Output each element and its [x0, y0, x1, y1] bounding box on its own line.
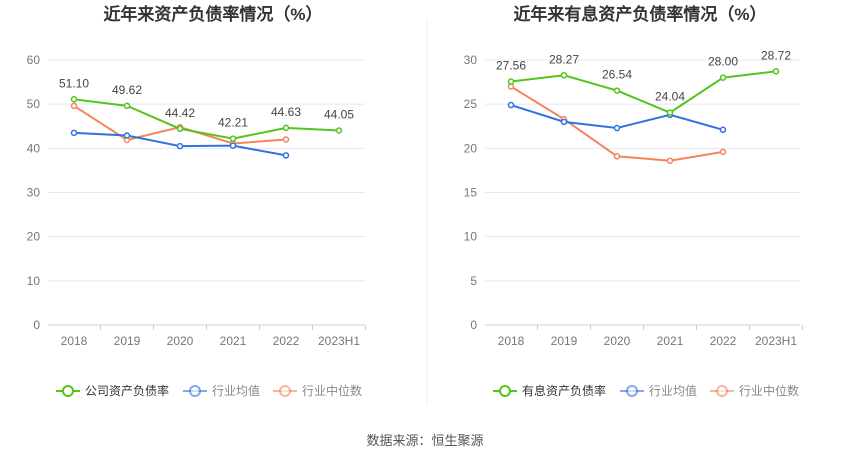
data-label: 44.05	[324, 107, 354, 121]
legend-marker[interactable]	[279, 385, 291, 397]
data-point	[123, 132, 131, 139]
x-tick-label: 2018	[498, 334, 525, 348]
series-line	[73, 98, 340, 140]
data-point	[560, 72, 568, 79]
data-point	[229, 135, 237, 142]
y-tick-label: 60	[27, 53, 41, 67]
x-tick-label: 2019	[551, 334, 578, 348]
data-point	[507, 78, 515, 85]
data-label: 24.04	[655, 90, 685, 104]
y-tick-label: 30	[27, 186, 41, 200]
data-point	[666, 109, 674, 116]
legend-marker[interactable]	[62, 385, 74, 397]
x-tick-label: 2020	[604, 334, 631, 348]
data-point	[335, 127, 343, 134]
data-point	[719, 126, 727, 134]
data-label: 28.72	[761, 48, 791, 62]
data-label: 49.62	[112, 83, 142, 97]
data-point	[176, 142, 184, 150]
data-label: 44.42	[165, 106, 195, 120]
y-tick-label: 20	[27, 230, 41, 244]
y-tick-label: 15	[464, 186, 478, 200]
data-point	[229, 142, 237, 149]
legend-marker[interactable]	[499, 385, 511, 397]
legend-label[interactable]: 行业中位数	[739, 383, 799, 398]
y-tick-label: 0	[33, 318, 40, 332]
data-point	[176, 125, 184, 133]
data-point	[719, 74, 727, 81]
y-tick-label: 25	[464, 97, 478, 111]
data-label: 44.63	[271, 105, 301, 119]
y-tick-label: 10	[464, 230, 478, 244]
legend-marker[interactable]	[716, 385, 728, 397]
data-label: 28.00	[708, 55, 738, 69]
x-tick-label: 2018	[61, 334, 88, 348]
x-tick-label: 2022	[273, 334, 300, 348]
x-tick-label: 2019	[114, 334, 141, 348]
data-point	[613, 87, 621, 94]
data-label: 42.21	[218, 116, 248, 130]
data-point	[70, 96, 78, 103]
data-point	[613, 124, 621, 132]
data-point	[282, 124, 290, 132]
y-tick-label: 30	[464, 53, 478, 67]
legend-label[interactable]: 行业中位数	[302, 383, 362, 398]
y-tick-label: 0	[470, 318, 477, 332]
legend-label[interactable]: 行业均值	[212, 383, 260, 398]
y-tick-label: 5	[470, 274, 477, 288]
data-label: 28.27	[549, 52, 579, 66]
chart-title: 近年来有息资产负债率情况（%）	[513, 4, 766, 24]
legend-label[interactable]: 公司资产负债率	[85, 383, 169, 398]
data-label: 27.56	[496, 59, 526, 73]
x-tick-label: 2021	[220, 334, 247, 348]
data-source: 数据来源：恒生聚源	[366, 433, 484, 448]
x-tick-label: 2020	[167, 334, 194, 348]
data-point	[719, 148, 727, 156]
data-point	[123, 102, 131, 110]
series-line	[510, 70, 777, 114]
chart-title: 近年来资产负债率情况（%）	[103, 4, 322, 24]
data-label: 26.54	[602, 68, 632, 82]
x-tick-label: 2022	[710, 334, 737, 348]
data-point	[560, 118, 568, 126]
data-point	[666, 157, 674, 164]
data-point	[70, 102, 78, 110]
data-point	[282, 152, 290, 159]
data-point	[507, 101, 515, 109]
x-tick-label: 2023H1	[755, 334, 797, 348]
legend-label[interactable]: 行业均值	[649, 383, 697, 398]
data-point	[282, 136, 290, 143]
x-tick-label: 2021	[657, 334, 684, 348]
legend-marker[interactable]	[189, 385, 201, 397]
data-point	[613, 153, 621, 160]
data-point	[772, 68, 780, 75]
legend-label[interactable]: 有息资产负债率	[522, 383, 606, 398]
y-tick-label: 50	[27, 97, 41, 111]
x-tick-label: 2023H1	[318, 334, 360, 348]
data-point	[70, 129, 78, 137]
y-tick-label: 20	[464, 141, 478, 155]
legend-marker[interactable]	[626, 385, 638, 397]
y-tick-label: 40	[27, 141, 41, 155]
y-tick-label: 10	[27, 274, 41, 288]
data-label: 51.10	[59, 76, 89, 90]
